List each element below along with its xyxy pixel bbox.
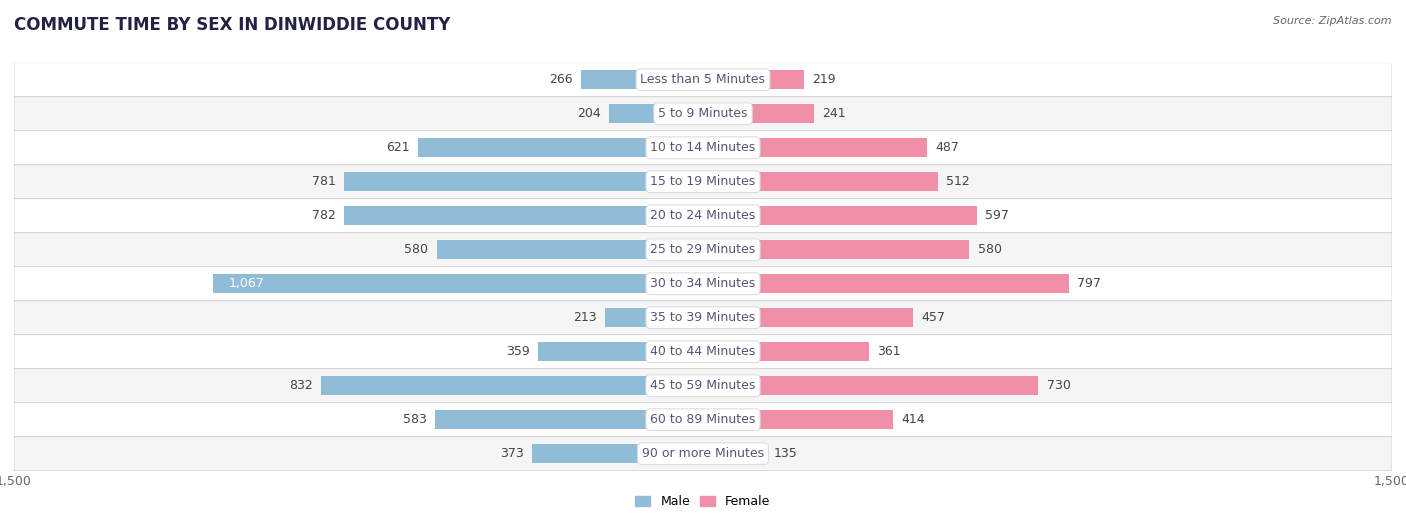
Bar — [703, 207, 977, 225]
Text: 45 to 59 Minutes: 45 to 59 Minutes — [651, 379, 755, 392]
Bar — [703, 275, 1069, 293]
Bar — [703, 71, 804, 89]
Text: 266: 266 — [548, 73, 572, 86]
Bar — [436, 411, 703, 429]
Bar — [581, 71, 703, 89]
FancyBboxPatch shape — [14, 403, 1392, 437]
Bar — [531, 445, 703, 463]
Bar — [703, 241, 969, 259]
Bar — [344, 173, 703, 191]
FancyBboxPatch shape — [14, 369, 1392, 403]
Text: 135: 135 — [773, 447, 797, 460]
Bar — [703, 309, 912, 327]
Text: 580: 580 — [405, 243, 429, 256]
Bar — [212, 275, 703, 293]
Text: 1,067: 1,067 — [229, 277, 264, 290]
Bar — [703, 445, 765, 463]
FancyBboxPatch shape — [14, 267, 1392, 301]
Legend: Male, Female: Male, Female — [630, 491, 776, 514]
Text: 15 to 19 Minutes: 15 to 19 Minutes — [651, 175, 755, 188]
FancyBboxPatch shape — [14, 165, 1392, 199]
Text: 35 to 39 Minutes: 35 to 39 Minutes — [651, 311, 755, 324]
Bar — [437, 241, 703, 259]
Text: 797: 797 — [1077, 277, 1101, 290]
Text: 241: 241 — [823, 107, 845, 120]
Text: 583: 583 — [404, 413, 427, 426]
Text: 30 to 34 Minutes: 30 to 34 Minutes — [651, 277, 755, 290]
Bar — [703, 411, 893, 429]
FancyBboxPatch shape — [14, 437, 1392, 471]
FancyBboxPatch shape — [14, 301, 1392, 335]
Text: Less than 5 Minutes: Less than 5 Minutes — [641, 73, 765, 86]
Text: 20 to 24 Minutes: 20 to 24 Minutes — [651, 209, 755, 222]
Text: 361: 361 — [877, 345, 901, 358]
Text: COMMUTE TIME BY SEX IN DINWIDDIE COUNTY: COMMUTE TIME BY SEX IN DINWIDDIE COUNTY — [14, 16, 450, 33]
FancyBboxPatch shape — [14, 63, 1392, 97]
Text: 10 to 14 Minutes: 10 to 14 Minutes — [651, 141, 755, 154]
Bar — [344, 207, 703, 225]
Text: 457: 457 — [921, 311, 945, 324]
Bar — [605, 309, 703, 327]
Bar — [703, 139, 927, 157]
Text: 25 to 29 Minutes: 25 to 29 Minutes — [651, 243, 755, 256]
Text: 782: 782 — [312, 209, 336, 222]
Text: 621: 621 — [385, 141, 409, 154]
Text: 60 to 89 Minutes: 60 to 89 Minutes — [651, 413, 755, 426]
Text: 580: 580 — [977, 243, 1001, 256]
Text: 40 to 44 Minutes: 40 to 44 Minutes — [651, 345, 755, 358]
Text: 373: 373 — [499, 447, 523, 460]
Text: Source: ZipAtlas.com: Source: ZipAtlas.com — [1274, 16, 1392, 26]
Text: 213: 213 — [574, 311, 598, 324]
Text: 5 to 9 Minutes: 5 to 9 Minutes — [658, 107, 748, 120]
Bar — [538, 343, 703, 361]
Bar — [321, 377, 703, 395]
FancyBboxPatch shape — [14, 335, 1392, 369]
Text: 359: 359 — [506, 345, 530, 358]
Text: 781: 781 — [312, 175, 336, 188]
Text: 414: 414 — [901, 413, 925, 426]
Text: 90 or more Minutes: 90 or more Minutes — [643, 447, 763, 460]
Bar — [703, 343, 869, 361]
Bar — [418, 139, 703, 157]
Bar — [703, 105, 814, 123]
Bar — [703, 173, 938, 191]
Text: 487: 487 — [935, 141, 959, 154]
Bar — [609, 105, 703, 123]
FancyBboxPatch shape — [14, 233, 1392, 267]
Text: 204: 204 — [578, 107, 600, 120]
FancyBboxPatch shape — [14, 199, 1392, 233]
Text: 512: 512 — [946, 175, 970, 188]
Text: 832: 832 — [288, 379, 312, 392]
Text: 730: 730 — [1046, 379, 1070, 392]
Text: 597: 597 — [986, 209, 1010, 222]
FancyBboxPatch shape — [14, 131, 1392, 165]
FancyBboxPatch shape — [14, 97, 1392, 131]
Bar — [703, 377, 1038, 395]
Text: 219: 219 — [811, 73, 835, 86]
